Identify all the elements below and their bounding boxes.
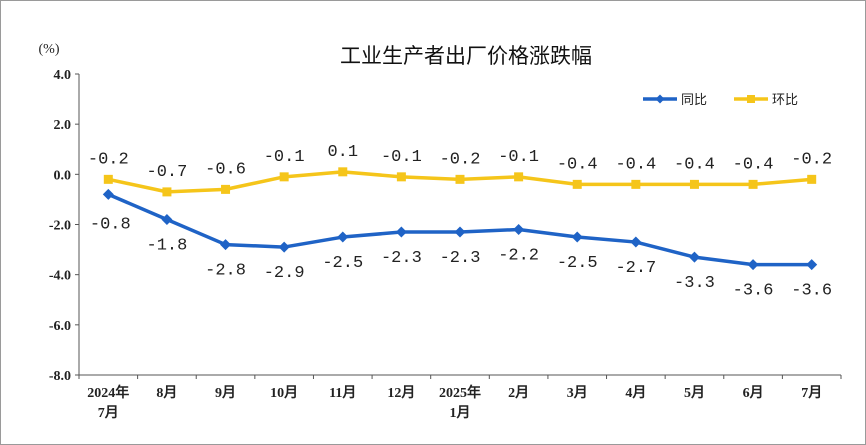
x-tick-label: 3月: [567, 385, 588, 401]
legend-swatch-marker: [747, 95, 755, 103]
chart-title: 工业生产者出厂价格涨跌幅: [340, 44, 592, 68]
data-point: [279, 172, 289, 182]
data-label: -0.4: [615, 155, 656, 174]
data-label: -0.4: [557, 155, 598, 174]
x-tick-label: 9月: [215, 385, 236, 401]
y-tick-label: 4.0: [54, 68, 72, 83]
data-point: [454, 226, 466, 238]
data-label: -2.5: [557, 254, 598, 273]
data-point: [338, 167, 348, 177]
data-point: [748, 179, 758, 189]
x-tick-label: 6月: [743, 385, 764, 401]
x-tick-label: 2024年 7月: [87, 384, 129, 421]
legend-label: 环比: [772, 93, 798, 108]
data-label: -0.2: [88, 150, 129, 169]
data-point: [455, 174, 465, 184]
data-label: -0.1: [498, 148, 539, 167]
data-point: [396, 172, 406, 182]
data-label: -2.2: [498, 247, 539, 266]
data-point: [221, 184, 231, 194]
data-label: -0.4: [733, 155, 774, 174]
series-layer: [102, 167, 818, 271]
data-label: -3.3: [674, 274, 715, 293]
data-label: -0.1: [381, 148, 422, 167]
x-tick-label: 8月: [156, 385, 177, 401]
x-tick-label: 2025年 1月: [439, 384, 481, 421]
data-label: -0.7: [147, 163, 188, 182]
data-point: [161, 213, 173, 225]
y-unit-label: (%): [39, 42, 60, 57]
data-point: [806, 259, 818, 271]
data-point: [630, 236, 642, 248]
data-point: [395, 226, 407, 238]
x-tick-label: 11月: [329, 385, 356, 401]
x-tick-label: 12月: [387, 385, 415, 401]
data-label: -2.3: [381, 249, 422, 268]
data-label: -0.8: [90, 215, 131, 234]
data-point: [689, 179, 699, 189]
data-label: -0.1: [264, 148, 305, 167]
data-label: -0.2: [791, 150, 832, 169]
data-point: [571, 231, 583, 243]
data-point: [572, 179, 582, 189]
axes: 4.0 2.0 0.0 -2.0 -4.0 -6.0 -8.0 2024年 7月 8月 9月 10月 1…: [49, 68, 842, 421]
data-label: -2.5: [322, 254, 363, 273]
data-label: -2.3: [440, 249, 481, 268]
data-label: -2.7: [615, 259, 656, 278]
x-tick-label: 2月: [508, 385, 529, 401]
x-tick-label: 5月: [684, 385, 705, 401]
data-point: [103, 174, 113, 184]
y-tick-label: 0.0: [54, 168, 72, 183]
data-labels: -0.8 -1.8 -2.8 -2.9 -2.5 -2.3 -2.3 -2.2 -2.5 -2.7…: [88, 143, 832, 301]
x-tick-label: 4月: [625, 385, 646, 401]
data-point: [102, 188, 114, 200]
data-label: -3.6: [791, 282, 832, 301]
data-label: -0.2: [440, 150, 481, 169]
data-label: -2.8: [205, 262, 246, 281]
y-tick-label: -2.0: [49, 219, 71, 234]
data-label: -1.8: [147, 236, 188, 255]
data-label: -0.6: [205, 160, 246, 179]
legend-swatch-marker: [655, 94, 665, 104]
data-label: -2.9: [264, 264, 305, 283]
data-point: [807, 174, 817, 184]
data-label: -3.6: [733, 282, 774, 301]
data-point: [513, 224, 525, 236]
data-point: [278, 241, 290, 253]
data-point: [631, 179, 641, 189]
legend-label: 同比: [681, 93, 707, 108]
data-point: [688, 251, 700, 263]
y-tick-label: -8.0: [49, 369, 71, 384]
y-tick-label: 2.0: [54, 118, 72, 133]
data-point: [514, 172, 524, 182]
y-tick-label: -6.0: [49, 319, 71, 334]
data-point: [220, 239, 232, 251]
x-tick-label: 10月: [270, 385, 298, 401]
legend: 同比 环比: [643, 93, 798, 108]
data-label: -0.4: [674, 155, 715, 174]
data-point: [747, 259, 759, 271]
data-label: 0.1: [327, 143, 358, 162]
data-point: [337, 231, 349, 243]
y-tick-label: -4.0: [49, 269, 71, 284]
data-point: [162, 187, 172, 197]
x-tick-label: 7月: [801, 385, 822, 401]
